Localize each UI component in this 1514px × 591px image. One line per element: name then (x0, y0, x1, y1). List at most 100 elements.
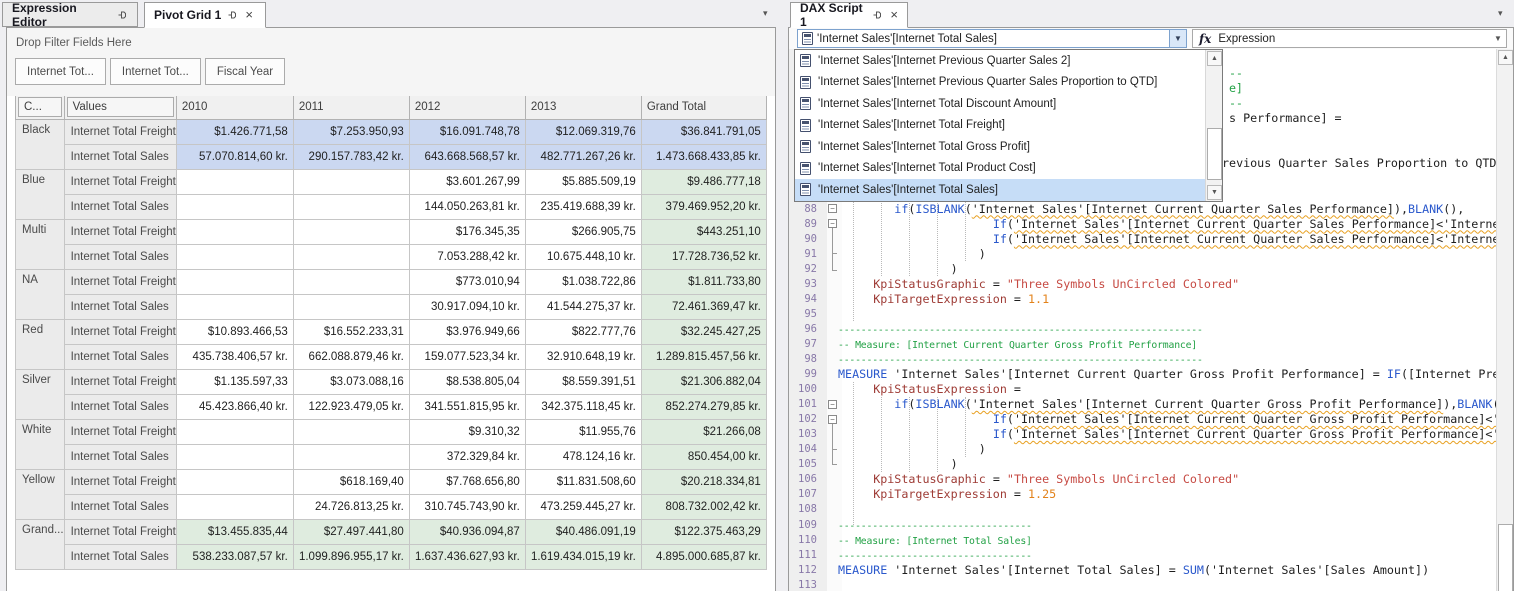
pivot-row-freight: Multi Internet Total Freight $176.345,35 $2… (15, 219, 767, 270)
pivot-cell: $11.831.508,60 (524, 469, 642, 495)
pivot-cell (175, 444, 294, 470)
code-line[interactable]: 104 ) (789, 442, 1496, 457)
editor-vertical-scrollbar[interactable]: ▲ (1496, 49, 1513, 591)
tab-pivot-grid[interactable]: Pivot Grid 1 × (144, 2, 266, 28)
pin-icon[interactable] (873, 10, 883, 20)
pivot-cell: $3.073.088,16 (292, 369, 410, 395)
pivot-cell (292, 194, 410, 220)
pivot-cell: $822.777,76 (524, 319, 642, 345)
line-number: 107 (798, 488, 817, 501)
pivot-cell: 379.469.952,20 kr. (640, 194, 767, 220)
tab-expression-editor[interactable]: Expression Editor (2, 1, 138, 29)
chevron-down-icon[interactable]: ▾ (763, 8, 768, 18)
scroll-down-arrow[interactable]: ▼ (1207, 185, 1222, 200)
code-line[interactable]: 109 ---------------------------------- (789, 517, 1496, 532)
dropdown-item[interactable]: 'Internet Sales'[Internet Total Discount… (795, 93, 1222, 115)
pivot-cell: 290.157.783,42 kr. (292, 144, 410, 170)
scrollbar-thumb[interactable] (1207, 128, 1222, 180)
pivot-cell: 1.473.668.433,85 kr. (640, 144, 767, 170)
pivot-cell: $3.976.949,66 (408, 319, 526, 345)
fold-collapse-box[interactable]: − (828, 415, 837, 424)
filter-field-chip[interactable]: Fiscal Year (204, 58, 286, 85)
measure-icon (800, 54, 811, 68)
pivot-cell: 342.375.118,45 kr. (524, 394, 642, 420)
pin-icon[interactable] (228, 10, 238, 20)
pivot-cell: $5.885.509,19 (524, 169, 642, 195)
chevron-down-icon[interactable]: ▼ (1494, 34, 1502, 43)
pivot-cell: 45.423.866,40 kr. (175, 394, 294, 420)
pivot-cell (175, 419, 294, 445)
measure-selector-combobox[interactable]: 'Internet Sales'[Internet Total Sales] ▼ (797, 29, 1187, 48)
chevron-down-icon[interactable]: ▾ (1498, 8, 1503, 18)
scroll-up-arrow[interactable]: ▲ (1207, 51, 1222, 66)
tab-dax-script[interactable]: DAX Script 1 × (790, 1, 908, 29)
line-number: 92 (804, 262, 817, 275)
code-line[interactable]: 103 If('Internet Sales'[Internet Current… (789, 427, 1513, 442)
fold-collapse-box[interactable]: − (828, 204, 837, 213)
code-line[interactable]: 96 --------------------------------------… (789, 321, 1496, 336)
filter-fields-row: Internet Tot... Internet Tot... Fiscal Yea… (15, 58, 775, 85)
dropdown-item[interactable]: 'Internet Sales'[Internet Total Sales] (795, 179, 1222, 201)
code-line[interactable]: 91 ) (789, 246, 1496, 261)
code-line[interactable]: 89 If('Internet Sales'[Internet Current … (789, 216, 1506, 231)
expression-combobox[interactable]: fx Expression ▼ (1192, 29, 1507, 48)
code-line[interactable]: 99 MEASURE 'Internet Sales'[Internet Curr… (789, 367, 1499, 382)
code-line[interactable]: 111 ---------------------------------- (789, 547, 1496, 562)
code-line[interactable]: 93 KpiStatusGraphic = "Three Symbols UnC… (789, 276, 1496, 291)
dropdown-item[interactable]: 'Internet Sales'[Internet Previous Quart… (795, 50, 1222, 72)
pivot-measure-label: Internet Total Freight (63, 319, 177, 345)
code-line[interactable]: 102 If('Internet Sales'[Internet Current… (789, 412, 1513, 427)
code-line[interactable]: 101 if(ISBLANK('Internet Sales'[Internet… (789, 397, 1513, 412)
code-line[interactable]: 110 -- Measure: [Internet Total Sales] (789, 532, 1496, 547)
right-tabbar: DAX Script 1 × ▾ (788, 0, 1514, 29)
pivot-column-header[interactable]: 2012 (408, 93, 526, 120)
line-number: 101 (798, 398, 817, 411)
line-number: 97 (804, 337, 817, 350)
dropdown-item[interactable]: 'Internet Sales'[Internet Total Gross Pr… (795, 136, 1222, 158)
code-line[interactable]: 100 KpiStatusExpression = (789, 382, 1496, 397)
code-line[interactable]: 108 (789, 502, 1496, 517)
close-icon[interactable]: × (245, 7, 253, 22)
pivot-cell: $1.135.597,33 (175, 369, 294, 395)
pivot-cell (175, 194, 294, 220)
filter-field-chip[interactable]: Internet Tot... (109, 58, 201, 85)
code-line[interactable]: 97 -- Measure: [Internet Current Quarter … (789, 336, 1496, 351)
dropdown-scrollbar[interactable]: ▲ ▼ (1205, 50, 1222, 201)
code-line[interactable]: 106 KpiStatusGraphic = "Three Symbols Un… (789, 472, 1496, 487)
scroll-up-arrow[interactable]: ▲ (1498, 50, 1513, 65)
pivot-group-label: NA (15, 269, 65, 320)
fold-collapse-box[interactable]: − (828, 219, 837, 228)
fold-collapse-box[interactable]: − (828, 400, 837, 409)
code-line[interactable]: 95 (789, 306, 1496, 321)
pivot-cell (292, 169, 410, 195)
pivot-column-header[interactable]: 2013 (524, 93, 642, 120)
code-line[interactable]: 112 MEASURE 'Internet Sales'[Internet Tot… (789, 562, 1496, 577)
pivot-cell (175, 294, 294, 320)
dropdown-item[interactable]: 'Internet Sales'[Internet Total Freight] (795, 115, 1222, 137)
code-line[interactable]: 113 (789, 577, 1496, 591)
scrollbar-thumb[interactable] (1498, 524, 1513, 591)
pivot-row-freight: Silver Internet Total Freight $1.135.597,3… (15, 369, 767, 420)
code-line[interactable]: 107 KpiTargetExpression = 1.25 (789, 487, 1496, 502)
code-line[interactable]: 90 If('Internet Sales'[Internet Current … (789, 231, 1506, 246)
pivot-column-header[interactable]: C... (15, 93, 65, 120)
pivot-column-header[interactable]: Values (63, 93, 177, 120)
filter-field-chip[interactable]: Internet Tot... (15, 58, 106, 85)
code-line[interactable]: 105 ) (789, 457, 1496, 472)
combobox-dropdown-button[interactable]: ▼ (1169, 30, 1186, 47)
pivot-cell: 1.637.436.627,93 kr. (408, 544, 526, 570)
pin-icon[interactable] (118, 10, 128, 20)
code-line[interactable]: 88 if(ISBLANK('Internet Sales'[Internet … (789, 201, 1496, 216)
pivot-column-header[interactable]: Grand Total (640, 93, 767, 120)
dropdown-item[interactable]: 'Internet Sales'[Internet Total Product … (795, 158, 1222, 180)
pivot-cell: $773.010,94 (408, 269, 526, 295)
code-line[interactable]: 98 --------------------------------------… (789, 351, 1496, 366)
close-icon[interactable]: × (890, 7, 898, 22)
pivot-cell: 310.745.743,90 kr. (408, 494, 526, 520)
pivot-cell: $8.559.391,51 (524, 369, 642, 395)
pivot-column-header[interactable]: 2010 (175, 93, 294, 120)
code-line[interactable]: 92 ) (789, 261, 1496, 276)
pivot-column-header[interactable]: 2011 (292, 93, 410, 120)
dropdown-item[interactable]: 'Internet Sales'[Internet Previous Quart… (795, 72, 1222, 94)
code-line[interactable]: 94 KpiTargetExpression = 1.1 (789, 291, 1496, 306)
